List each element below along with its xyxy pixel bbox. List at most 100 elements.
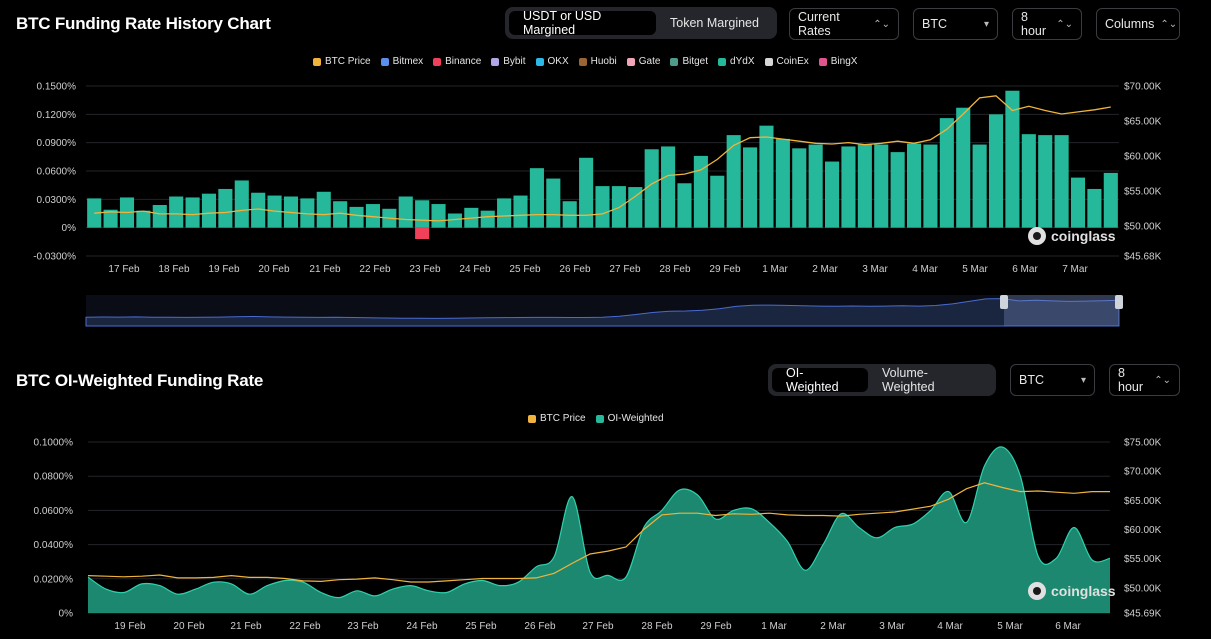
x-axis-tick-label: 4 Mar [912, 264, 938, 275]
funding-bar [1021, 134, 1036, 228]
funding-bar [775, 138, 790, 228]
oi-weighted-line [87, 446, 1111, 599]
funding-bar [956, 107, 971, 228]
funding-bar [415, 200, 430, 228]
y-axis-tick-label: 0.1500% [37, 82, 77, 93]
funding-bar [726, 135, 741, 228]
x-axis-tick-label: 23 Feb [409, 264, 441, 275]
chart-type-dropdown-label: Columns [1105, 17, 1155, 31]
legend-item[interactable]: dYdX [718, 56, 755, 67]
legend-swatch [433, 57, 442, 66]
y2-axis-tick-label: $55.00K [1124, 554, 1162, 565]
funding-bar [480, 210, 495, 228]
x-axis-tick-label: 3 Mar [862, 264, 888, 275]
legend-swatch [528, 414, 536, 423]
funding-bar [447, 213, 462, 228]
x-axis-tick-label: 25 Feb [509, 264, 541, 275]
x-axis-tick-label: 17 Feb [108, 264, 140, 275]
legend-label: Bitmex [392, 56, 424, 67]
oi-weighted-chart[interactable]: 0.1000% 0.0800% 0.0600% 0.0400% 0.0200% 0% $75… [0, 430, 1211, 639]
legend-item[interactable]: OI-Weighted [595, 413, 664, 424]
navigator-left-handle[interactable] [1000, 295, 1008, 309]
y-axis-tick-label: 0.0800% [34, 472, 74, 483]
y2-axis-tick-label: $45.69K [1124, 609, 1162, 620]
legend-item[interactable]: Gate [626, 56, 661, 67]
funding-bar [874, 144, 889, 228]
legend-item[interactable]: Bybit [491, 56, 526, 67]
legend-item[interactable]: BingX [818, 56, 857, 67]
funding-bar [906, 143, 922, 228]
y-axis-tick-label: 0.0300% [37, 195, 77, 206]
usdt-margined-option[interactable]: USDT or USD Margined [509, 9, 656, 37]
x-axis-tick-label: 4 Mar [937, 621, 963, 632]
funding-bar [152, 205, 167, 228]
funding-bar [365, 204, 380, 228]
y-axis-tick-label: 0% [59, 609, 74, 620]
legend-item[interactable]: Binance [433, 56, 481, 67]
x-axis-tick-label: 27 Feb [582, 621, 614, 632]
funding-bar [201, 193, 217, 228]
legend-item[interactable]: BTC Price [528, 413, 586, 424]
funding-bar [693, 155, 708, 228]
funding-bar [218, 188, 233, 228]
legend-swatch [313, 57, 321, 66]
coin-dropdown[interactable]: BTC ▾ [913, 8, 998, 40]
btc-price-line [87, 482, 1110, 583]
y-axis-tick-label: 0.1200% [37, 110, 77, 121]
x-axis-tick-label: 26 Feb [559, 264, 591, 275]
navigator-right-handle[interactable] [1115, 295, 1123, 309]
legend-item[interactable]: CoinEx [764, 56, 809, 67]
x-axis-tick-label: 2 Mar [812, 264, 838, 275]
btc-price-line [94, 95, 1111, 222]
token-margined-option[interactable]: Token Margined [670, 16, 759, 30]
coin-dropdown-2[interactable]: BTC ▾ [1010, 364, 1095, 396]
funding-bar [1005, 90, 1020, 228]
legend-item[interactable]: OKX [535, 56, 569, 67]
funding-bar [857, 144, 872, 228]
legend-label: Gate [638, 56, 661, 67]
weight-type-toggle: OI-Weighted Volume-Weighted [768, 364, 996, 396]
x-axis-tick-label: 19 Feb [208, 264, 240, 275]
oi-weighted-option[interactable]: OI-Weighted [772, 366, 868, 394]
x-axis-tick-label: 3 Mar [879, 621, 905, 632]
funding-bar [759, 125, 774, 228]
legend-item[interactable]: BTC Price [313, 56, 371, 67]
legend-swatch [578, 57, 587, 66]
legend-item[interactable]: Bitmex [380, 56, 424, 67]
watermark-text: coinglass [1051, 228, 1116, 244]
volume-weighted-option[interactable]: Volume-Weighted [882, 366, 935, 394]
funding-bar [1087, 188, 1102, 228]
legend-label: CoinEx [776, 56, 809, 67]
y2-axis-tick-label: $65.00K [1124, 496, 1162, 507]
rates-dropdown[interactable]: Current Rates ⌃⌄ [789, 8, 899, 40]
legend-swatch [380, 57, 389, 66]
x-axis-tick-label: 7 Mar [1062, 264, 1088, 275]
funding-bar [185, 197, 200, 228]
interval-dropdown-2[interactable]: 8 hour ⌃⌄ [1109, 364, 1180, 396]
y2-axis-tick-label: $50.00K [1124, 583, 1162, 594]
legend-label: Bybit [503, 56, 526, 67]
funding-bar [546, 178, 561, 228]
rates-dropdown-label: Current Rates [798, 10, 840, 38]
x-axis-tick-label: 6 Mar [1012, 264, 1038, 275]
legend-label: OI-Weighted [607, 413, 664, 424]
legend-item[interactable]: Bitget [670, 56, 708, 67]
coinglass-logo-icon [1028, 227, 1046, 245]
x-axis-tick-label: 20 Feb [258, 264, 290, 275]
y2-axis-tick-label: $60.00K [1124, 525, 1162, 536]
funding-bar [792, 148, 807, 228]
legend-swatch [818, 57, 827, 66]
legend-swatch [491, 57, 500, 66]
funding-chart-legend: BTC Price Bitmex Binance Bybit OKX Huobi Gate B… [313, 56, 857, 67]
chart-type-dropdown[interactable]: Columns ⌃⌄ [1096, 8, 1180, 40]
y-axis-tick-label: 0.0600% [34, 506, 74, 517]
legend-item[interactable]: Huobi [578, 56, 617, 67]
funding-bar [103, 209, 118, 228]
funding-rate-chart[interactable]: 0.1500% 0.1200% 0.0900% 0.0600% 0.0300% 0% -0.… [0, 74, 1211, 334]
interval-dropdown[interactable]: 8 hour ⌃⌄ [1012, 8, 1082, 40]
funding-bar [136, 210, 151, 228]
watermark-text: coinglass [1051, 583, 1116, 599]
x-axis-tick-label: 23 Feb [347, 621, 379, 632]
x-axis-tick-label: 26 Feb [524, 621, 556, 632]
x-axis-tick-label: 6 Mar [1055, 621, 1081, 632]
